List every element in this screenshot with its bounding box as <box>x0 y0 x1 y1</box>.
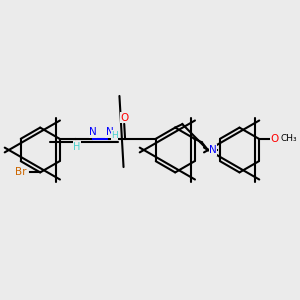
Text: CH₃: CH₃ <box>280 134 297 143</box>
Text: H: H <box>73 142 80 152</box>
Text: N: N <box>89 128 97 137</box>
Text: O: O <box>120 112 128 122</box>
Text: O: O <box>270 134 279 143</box>
Text: N: N <box>106 128 114 137</box>
Text: H: H <box>111 130 118 140</box>
Text: Br: Br <box>15 167 26 177</box>
Text: N: N <box>209 145 217 155</box>
